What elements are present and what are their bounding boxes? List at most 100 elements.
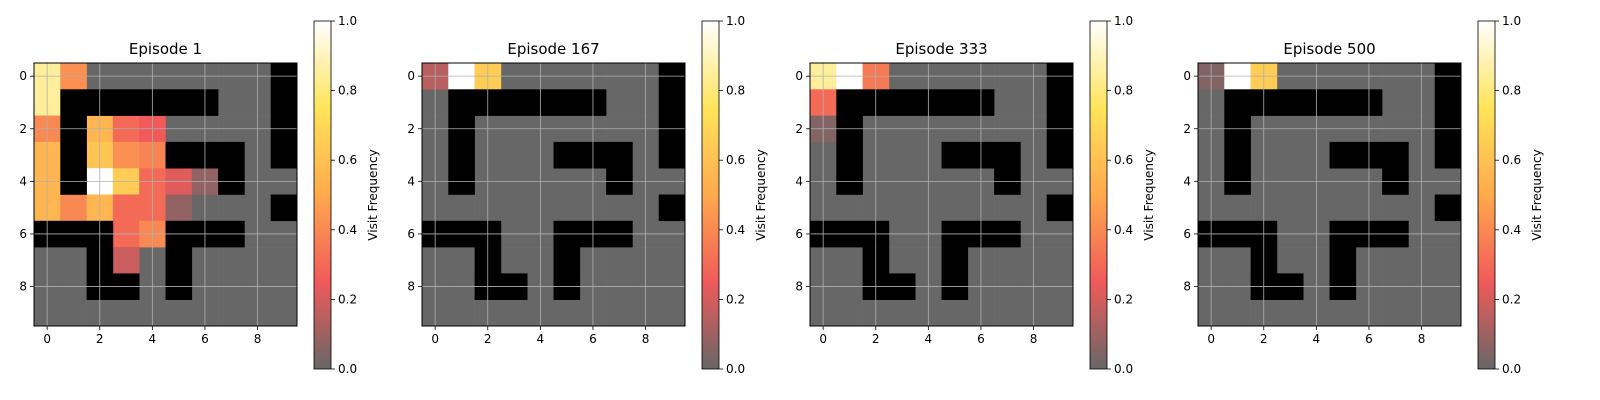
colorbar-tick-label: 0.8 (726, 84, 745, 98)
floor-cell (994, 247, 1021, 274)
floor-cell (888, 247, 916, 274)
floor-cell (836, 194, 863, 222)
floor-cell (553, 299, 581, 327)
y-tick-label: 2 (19, 122, 27, 136)
x-tick-label: 2 (872, 332, 880, 346)
x-tick-label: 0 (1207, 332, 1215, 346)
floor-cell (500, 247, 528, 274)
wall-cell (941, 141, 969, 169)
x-tick-label: 8 (1030, 332, 1038, 346)
wall-cell (60, 89, 87, 116)
chart-title: Episode 1 (129, 40, 202, 58)
wall-cell (1046, 89, 1074, 116)
colorbar-tick-label: 1.0 (726, 14, 745, 28)
chart-title: Episode 500 (1283, 40, 1375, 58)
wall-cell (888, 89, 916, 116)
x-tick-label: 6 (1365, 332, 1373, 346)
colorbar (701, 20, 720, 370)
wall-cell (658, 89, 686, 116)
wall-cell (165, 141, 193, 169)
wall-cell (1276, 89, 1304, 116)
y-tick-label: 6 (19, 227, 27, 241)
colorbar-tick-label: 0.8 (1502, 84, 1521, 98)
wall-cell (1224, 141, 1251, 169)
axes-frame (1197, 62, 1462, 327)
x-tick-label: 8 (1418, 332, 1426, 346)
y-tick-label: 4 (19, 174, 27, 188)
floor-cell (165, 299, 193, 327)
floor-cell (1224, 247, 1251, 274)
x-tick-label: 6 (201, 332, 209, 346)
colorbar-tick-label: 0.4 (1114, 223, 1133, 237)
wall-cell (1046, 194, 1074, 222)
wall-cell (658, 194, 686, 222)
floor-cell (888, 194, 916, 222)
wall-cell (836, 89, 863, 116)
floor-cell (1046, 247, 1074, 274)
wall-cell (553, 141, 581, 169)
floor-cell (500, 141, 528, 169)
colorbar-tick-label: 0.8 (338, 84, 357, 98)
floor-cell (994, 194, 1021, 222)
wall-cell (553, 247, 581, 274)
wall-cell (500, 89, 528, 116)
floor-cell (448, 194, 475, 222)
floor-cell (606, 247, 633, 274)
panel-1: Episode 1 0 2 4 6 8 0 2 4 6 8 0.0 0.2 0.4 0.6 0.8 1.0 Vis… (19, 14, 380, 376)
floor-cell (606, 194, 633, 222)
chart-title: Episode 167 (507, 40, 599, 58)
wall-cell (1329, 247, 1357, 274)
floor-cell (270, 299, 298, 327)
floor-cell (888, 299, 916, 327)
y-tick-label: 8 (19, 280, 27, 294)
floor-cell (994, 89, 1021, 116)
colorbar-tick-label: 0.8 (1114, 84, 1133, 98)
floor-cell (1329, 299, 1357, 327)
colorbar-tick-label: 1.0 (1502, 14, 1521, 28)
colorbar-tick-label: 0.0 (338, 362, 357, 376)
visit-cell (112, 141, 140, 169)
wall-cell (165, 89, 193, 116)
y-tick-label: 0 (1183, 69, 1191, 83)
floor-cell (218, 89, 245, 116)
colorbar (1477, 20, 1496, 370)
wall-cell (994, 141, 1021, 169)
floor-cell (1382, 89, 1409, 116)
y-tick-label: 0 (795, 69, 803, 83)
floor-cell (1382, 299, 1409, 327)
colorbar-tick-label: 0.4 (1502, 223, 1521, 237)
floor-cell (606, 89, 633, 116)
x-tick-label: 0 (819, 332, 827, 346)
floor-cell (270, 247, 298, 274)
colorbar-tick-label: 1.0 (1114, 14, 1133, 28)
floor-cell (218, 299, 245, 327)
wall-cell (1329, 141, 1357, 169)
y-tick-label: 2 (407, 122, 415, 136)
x-tick-label: 2 (1260, 332, 1268, 346)
colorbar-tick-label: 1.0 (338, 14, 357, 28)
x-tick-label: 6 (977, 332, 985, 346)
floor-cell (888, 141, 916, 169)
wall-cell (270, 141, 298, 169)
panel-3: Episode 333 0 2 4 6 8 0 2 4 6 8 0.0 0.2 0.4 0.6 0.8 1.0 V… (795, 14, 1156, 376)
y-tick-label: 4 (407, 174, 415, 188)
floor-cell (112, 299, 140, 327)
floor-cell (836, 247, 863, 274)
floor-cell (500, 194, 528, 222)
wall-cell (941, 247, 969, 274)
y-tick-label: 6 (1183, 227, 1191, 241)
wall-cell (836, 141, 863, 169)
x-tick-label: 2 (484, 332, 492, 346)
wall-cell (270, 194, 298, 222)
y-tick-label: 6 (795, 227, 803, 241)
wall-cell (941, 89, 969, 116)
panel-2: Episode 167 0 2 4 6 8 0 2 4 6 8 0.0 0.2 0.4 0.6 0.8 1.0 V… (407, 14, 768, 376)
colorbar-label: Visit Frequency (1142, 149, 1156, 240)
floor-cell (218, 194, 245, 222)
colorbar-tick-label: 0.2 (338, 292, 357, 306)
x-tick-label: 4 (1313, 332, 1321, 346)
floor-cell (836, 299, 863, 327)
floor-cell (1434, 247, 1462, 274)
floor-cell (553, 194, 581, 222)
floor-cell (60, 247, 87, 274)
